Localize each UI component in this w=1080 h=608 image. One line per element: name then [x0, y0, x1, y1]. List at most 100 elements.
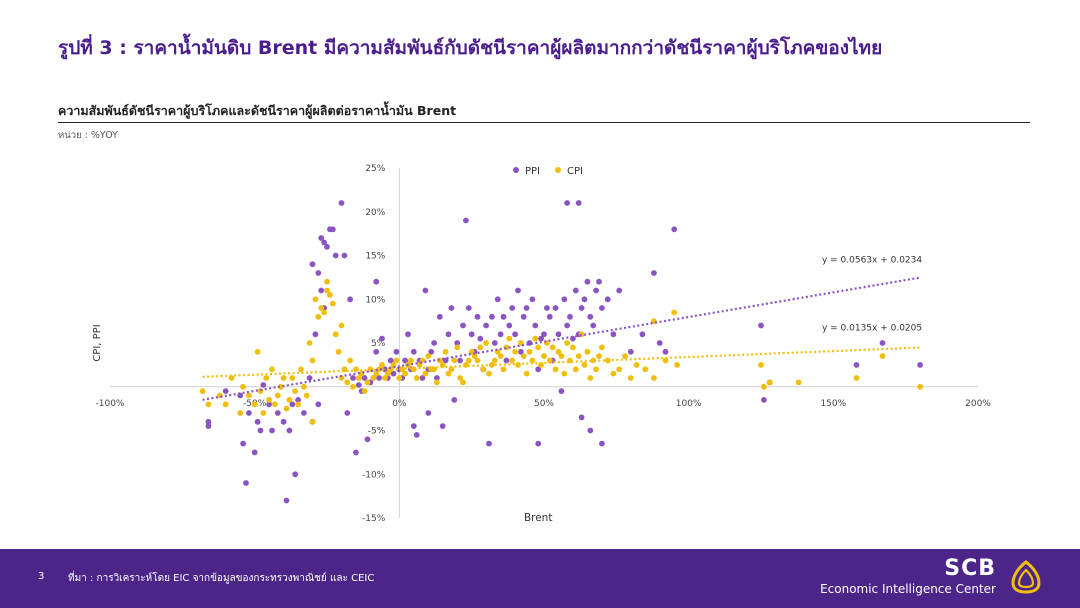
scatter-chart: -100%-50%0%50%100%150%200%-15%-10%-5%5%1…	[92, 164, 991, 524]
ppi-point	[393, 348, 400, 355]
cpi-point	[761, 383, 767, 390]
cpi-point	[350, 383, 356, 390]
ppi-point	[564, 322, 570, 329]
cpi-point	[205, 401, 212, 408]
cpi-point	[541, 353, 547, 359]
cpi-point	[520, 353, 527, 359]
ppi-point	[419, 375, 426, 381]
cpi-point	[471, 353, 478, 359]
x-tick-label: 50%	[534, 399, 554, 409]
ppi-point	[463, 217, 469, 224]
cpi-legend-label: CPI	[567, 166, 583, 177]
y-tick-label: 10%	[365, 295, 385, 305]
cpi-point	[408, 357, 414, 364]
ppi-point	[344, 410, 351, 416]
cpi-point	[497, 353, 504, 359]
cpi-point	[474, 357, 481, 364]
cpi-point	[445, 370, 452, 377]
ppi-point	[251, 449, 258, 456]
points-layer	[199, 200, 923, 504]
cpi-point	[477, 344, 484, 351]
cpi-point	[422, 370, 429, 377]
cpi-point	[272, 401, 278, 408]
ppi-point	[295, 397, 301, 403]
y-tick-label: -5%	[368, 427, 386, 437]
ppi-point	[917, 362, 923, 368]
cpi-point	[280, 375, 287, 381]
cpi-point	[382, 375, 388, 381]
cpi-point	[561, 370, 568, 377]
brand-name: SCB	[944, 556, 996, 581]
cpi-point	[338, 375, 345, 381]
ppi-point	[853, 362, 860, 368]
cpi-point	[263, 375, 270, 381]
ppi-point	[274, 410, 281, 416]
cpi-point	[627, 375, 634, 381]
cpi-point	[355, 375, 362, 381]
ppi-point	[561, 296, 568, 303]
cpi-point	[674, 362, 680, 368]
ppi-point	[246, 410, 252, 416]
cpi-point	[651, 375, 657, 381]
cpi-point	[373, 370, 380, 377]
cpi-point	[584, 348, 591, 355]
cpi-point	[246, 392, 252, 399]
cpi-point	[289, 375, 296, 381]
cpi-point	[251, 401, 258, 408]
scb-shell-logo-icon	[1011, 560, 1041, 594]
ppi-point	[500, 313, 507, 320]
ppi-point	[541, 331, 547, 338]
ppi-point	[529, 296, 536, 303]
cpi-point	[509, 357, 516, 364]
ppi-point	[512, 331, 518, 338]
ppi-point	[286, 427, 293, 434]
cpi-point	[853, 375, 860, 381]
ppi-point	[431, 340, 437, 346]
ppi-point	[347, 296, 353, 303]
cpi-point	[312, 296, 319, 303]
ppi-point	[413, 432, 420, 438]
cpi-point	[370, 375, 377, 381]
cpi-point	[277, 383, 284, 390]
cpi-point	[269, 366, 275, 373]
ppi-point	[350, 375, 356, 381]
ppi-point	[639, 331, 646, 338]
cpi-point	[460, 379, 466, 386]
slide-title: รูปที่ 3 : ราคาน้ำมันดิบ Brent มีความสัม…	[58, 37, 883, 59]
ppi-point	[373, 278, 380, 285]
cpi-point	[483, 340, 489, 346]
ppi-point	[494, 296, 501, 303]
cpi-point	[590, 357, 597, 364]
cpi-point	[500, 366, 507, 373]
cpi-point	[324, 287, 330, 294]
ppi-point	[497, 331, 504, 338]
ppi-point	[361, 375, 368, 381]
ppi-point	[610, 331, 617, 338]
ppi-point	[445, 331, 452, 338]
ppi-point	[581, 296, 588, 303]
ppi-trendline	[202, 276, 921, 401]
ppi-point	[593, 287, 599, 294]
ppi-point	[306, 375, 313, 381]
cpi-point	[222, 401, 229, 408]
ppi-point	[489, 313, 495, 320]
ppi-point	[301, 410, 307, 416]
cpi-point	[274, 392, 281, 399]
ppi-point	[428, 348, 435, 355]
cpi-point	[633, 362, 640, 368]
y-tick-label: -15%	[362, 514, 386, 524]
ppi-point	[578, 305, 585, 311]
ppi-point	[329, 226, 336, 233]
x-tick-label: 0%	[392, 399, 407, 409]
cpi-point	[327, 292, 333, 298]
cpi-point	[329, 300, 336, 307]
ppi-point	[402, 357, 408, 364]
cpi-point	[538, 362, 544, 368]
ppi-point	[280, 418, 287, 425]
cpi-point	[332, 331, 339, 338]
chart-heading: ความสัมพันธ์ดัชนีราคาผู้บริโภคและดัชนีรา…	[58, 103, 457, 118]
cpi-point	[581, 362, 588, 368]
ppi-point	[651, 270, 657, 276]
y-tick-label: -10%	[362, 470, 386, 480]
cpi-point	[546, 357, 553, 364]
